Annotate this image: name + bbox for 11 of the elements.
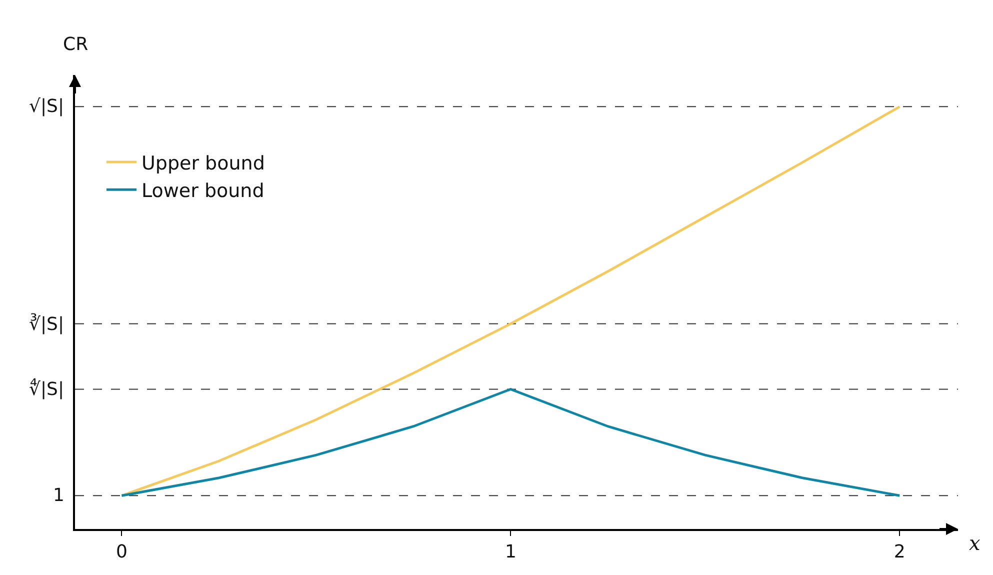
ref-line-label: ∜|S| — [29, 378, 64, 400]
x-tick-label: 1 — [504, 542, 516, 563]
ref-line-label: √|S| — [29, 96, 64, 117]
x-tick-label: 2 — [894, 542, 906, 563]
x-tick-label: 0 — [116, 542, 128, 563]
text: 1 — [53, 485, 64, 506]
y-axis-title: CR — [63, 34, 88, 55]
ref-line-label: ∛|S| — [29, 313, 64, 335]
legend-label: Upper bound — [141, 152, 265, 174]
legend-label: Lower bound — [141, 180, 264, 202]
x-axis-title: x — [969, 531, 980, 555]
